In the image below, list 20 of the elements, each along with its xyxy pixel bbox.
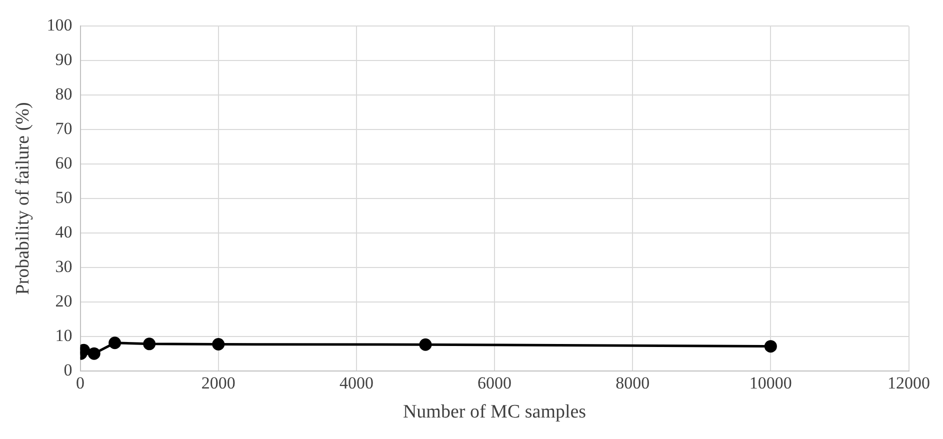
x-tick-label: 8000	[616, 373, 650, 392]
x-tick-label: 12000	[888, 373, 930, 392]
y-tick-label: 0	[64, 360, 72, 380]
y-tick-label: 60	[55, 154, 72, 173]
y-tick-label: 70	[55, 119, 72, 138]
y-tick-label: 30	[55, 256, 72, 276]
x-tick-label: 10000	[749, 373, 792, 392]
y-tick-label: 80	[55, 84, 72, 104]
x-tick-label: 4000	[339, 373, 374, 392]
x-tick-label: 2000	[201, 373, 236, 392]
x-tick-label: 0	[76, 373, 85, 392]
y-tick-label: 20	[55, 291, 72, 310]
y-axis-title: Probability of failure (%)	[12, 102, 34, 295]
y-tick-label: 10	[55, 326, 72, 345]
y-tick-label: 50	[55, 188, 72, 207]
x-tick-label: 6000	[478, 373, 512, 392]
x-axis-title: Number of MC samples	[402, 402, 586, 423]
y-tick-label: 100	[46, 16, 72, 35]
y-tick-label: 40	[55, 222, 72, 242]
y-tick-label: 90	[55, 50, 72, 70]
